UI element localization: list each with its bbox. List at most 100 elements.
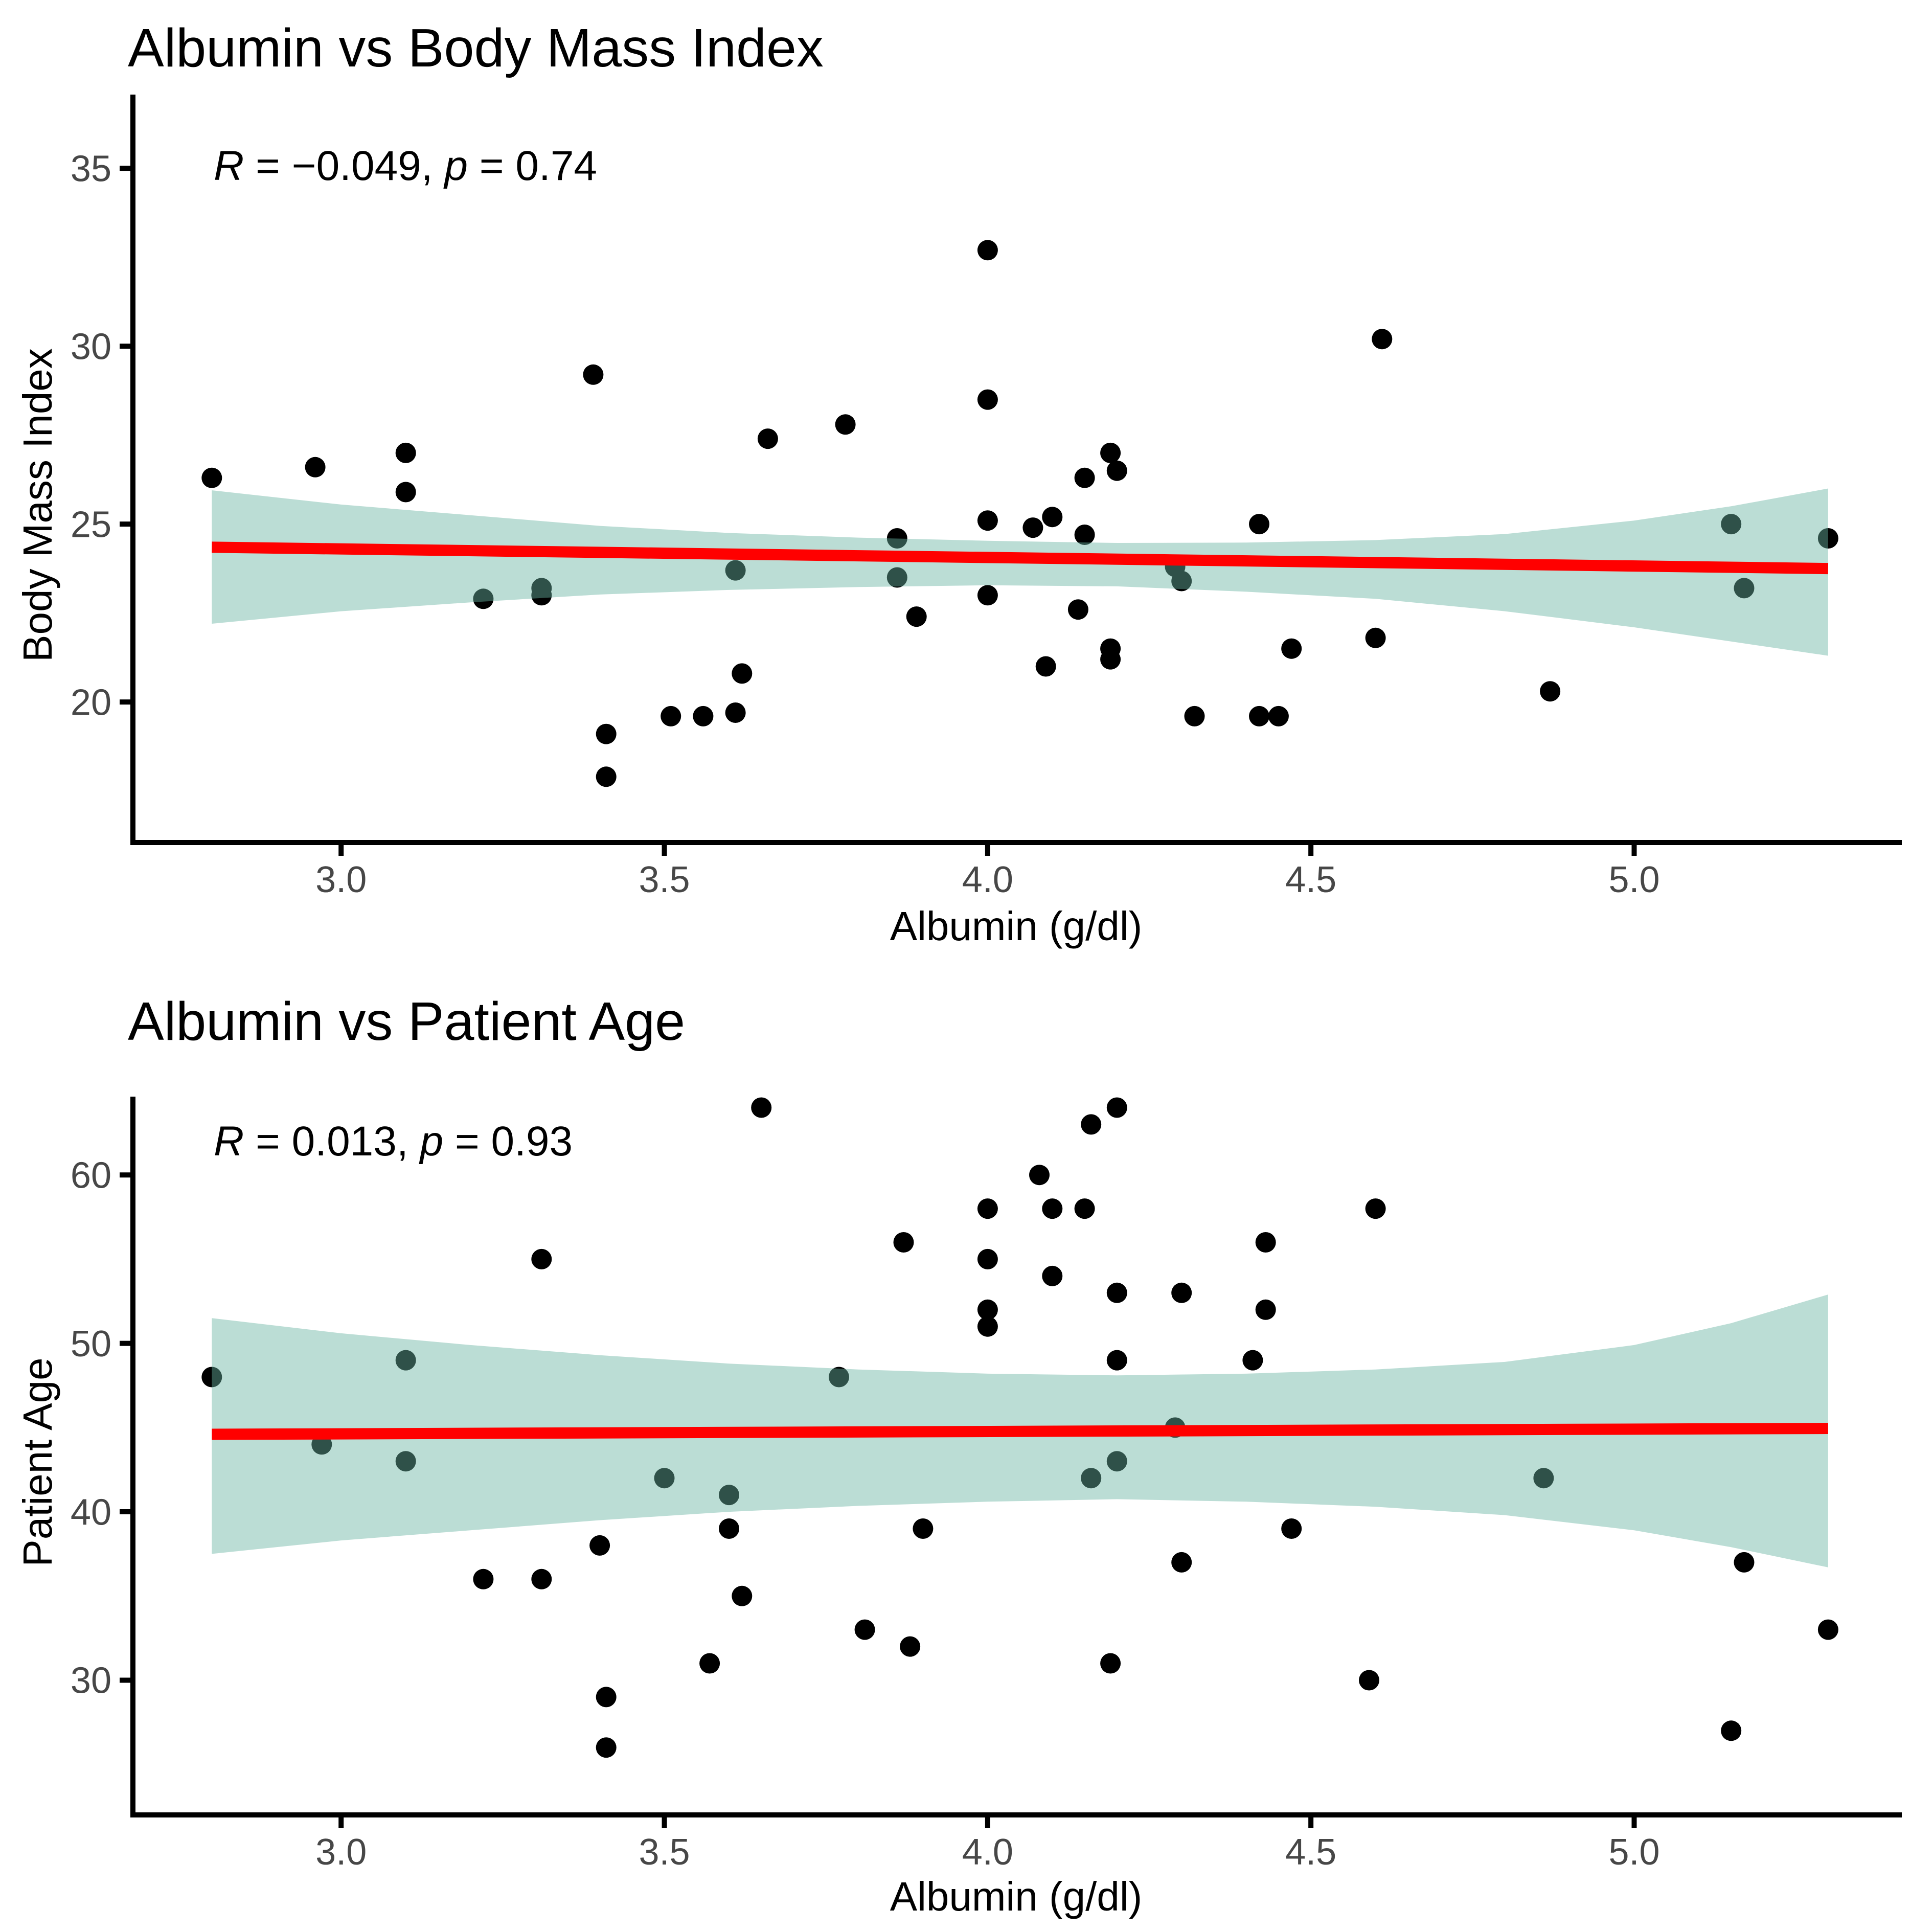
chart1-title: Albumin vs Body Mass Index (128, 18, 824, 78)
data-point (1100, 649, 1121, 670)
data-point (977, 240, 998, 261)
data-point (913, 1518, 934, 1539)
data-point (900, 1636, 921, 1657)
data-point (1249, 514, 1269, 535)
data-point (395, 1350, 416, 1371)
data-point (1074, 525, 1095, 545)
data-point (699, 1653, 720, 1674)
data-point (1817, 1619, 1838, 1640)
data-point (654, 1468, 675, 1489)
data-point (719, 1518, 739, 1539)
scatter-points (201, 240, 1838, 787)
data-point (596, 1737, 617, 1758)
y-tick-label: 40 (71, 1492, 111, 1533)
data-point (693, 706, 714, 726)
y-axis-ticks: 30 40 50 60 (71, 1155, 133, 1701)
data-point (977, 389, 998, 410)
data-point (596, 723, 617, 744)
data-point (596, 766, 617, 787)
data-point (1255, 1232, 1276, 1253)
data-point (395, 1451, 416, 1472)
data-point (1734, 578, 1755, 599)
data-point (977, 585, 998, 606)
confidence-band (212, 488, 1828, 656)
data-point (1081, 1114, 1102, 1135)
x-tick-label: 3.0 (315, 859, 367, 900)
data-point (751, 1097, 772, 1118)
data-point (1184, 706, 1205, 726)
data-point (1067, 599, 1088, 620)
data-point (1029, 1165, 1050, 1186)
data-point (1365, 1198, 1386, 1219)
data-point (732, 663, 753, 684)
data-point (1365, 627, 1386, 648)
axis-lines (130, 95, 1902, 845)
data-point (473, 1569, 494, 1589)
data-point (596, 1687, 617, 1708)
data-point (854, 1619, 875, 1640)
r-value: = −0.049, (256, 143, 433, 189)
x-tick-label: 3.5 (639, 1832, 690, 1873)
data-point (201, 467, 222, 488)
data-point (473, 588, 494, 609)
data-point (977, 1248, 998, 1269)
y-tick-label: 60 (71, 1155, 111, 1196)
p-value: = 0.93 (454, 1118, 573, 1165)
x-tick-label: 4.5 (1285, 859, 1336, 900)
y-tick-label: 30 (71, 326, 111, 367)
p-symbol: p (444, 143, 468, 189)
chart2-x-axis-title: Albumin (g/dl) (890, 1874, 1143, 1919)
x-tick-label: 5.0 (1608, 1832, 1659, 1873)
data-point (531, 1248, 552, 1269)
data-point (1171, 571, 1192, 592)
data-point (906, 606, 927, 627)
chart-panel-1: 3.0 3.5 4.0 4.5 5.0 20 25 30 35 (71, 95, 1902, 900)
y-tick-label: 25 (71, 504, 111, 545)
data-point (1106, 1350, 1127, 1371)
data-point (1268, 706, 1289, 726)
r-symbol: R (214, 143, 244, 189)
regression-line (212, 541, 1829, 575)
data-point (305, 457, 326, 478)
chart1-y-axis-title: Body Mass Index (15, 348, 60, 662)
data-point (1281, 638, 1302, 659)
data-point (1081, 1468, 1102, 1489)
x-tick-label: 5.0 (1608, 859, 1659, 900)
y-axis-ticks: 20 25 30 35 (71, 148, 133, 723)
data-point (1242, 1350, 1263, 1371)
data-point (531, 1569, 552, 1589)
data-point (1540, 681, 1561, 702)
data-point (1100, 1653, 1121, 1674)
r-symbol: R (214, 1118, 244, 1165)
chart1-x-axis-title: Albumin (g/dl) (890, 903, 1143, 949)
data-point (531, 585, 552, 606)
data-point (886, 528, 907, 549)
data-point (395, 482, 416, 503)
data-point (829, 1367, 849, 1388)
data-point (1817, 528, 1838, 549)
data-point (835, 414, 856, 435)
data-point (1359, 1670, 1379, 1691)
data-point (1042, 1265, 1063, 1286)
data-point (1106, 460, 1127, 481)
data-point (1372, 329, 1393, 350)
data-point (1734, 1552, 1755, 1573)
data-point (1106, 1097, 1127, 1118)
regression-line (212, 1423, 1828, 1440)
data-point (725, 560, 746, 581)
data-point (725, 702, 746, 723)
data-point (977, 1299, 998, 1320)
y-tick-label: 20 (71, 682, 111, 723)
x-axis-ticks: 3.0 3.5 4.0 4.5 5.0 (315, 1815, 1660, 1873)
data-point (661, 706, 681, 726)
x-tick-label: 3.5 (639, 859, 690, 900)
x-axis-ticks: 3.0 3.5 4.0 4.5 5.0 (315, 843, 1660, 900)
data-point (732, 1585, 753, 1606)
data-point (1074, 467, 1095, 488)
data-point (1042, 1198, 1063, 1219)
data-point (1255, 1299, 1276, 1320)
data-point (589, 1535, 610, 1556)
chart2-stats-annotation: R = 0.013, p = 0.93 (214, 1118, 573, 1166)
data-point (1249, 706, 1269, 726)
